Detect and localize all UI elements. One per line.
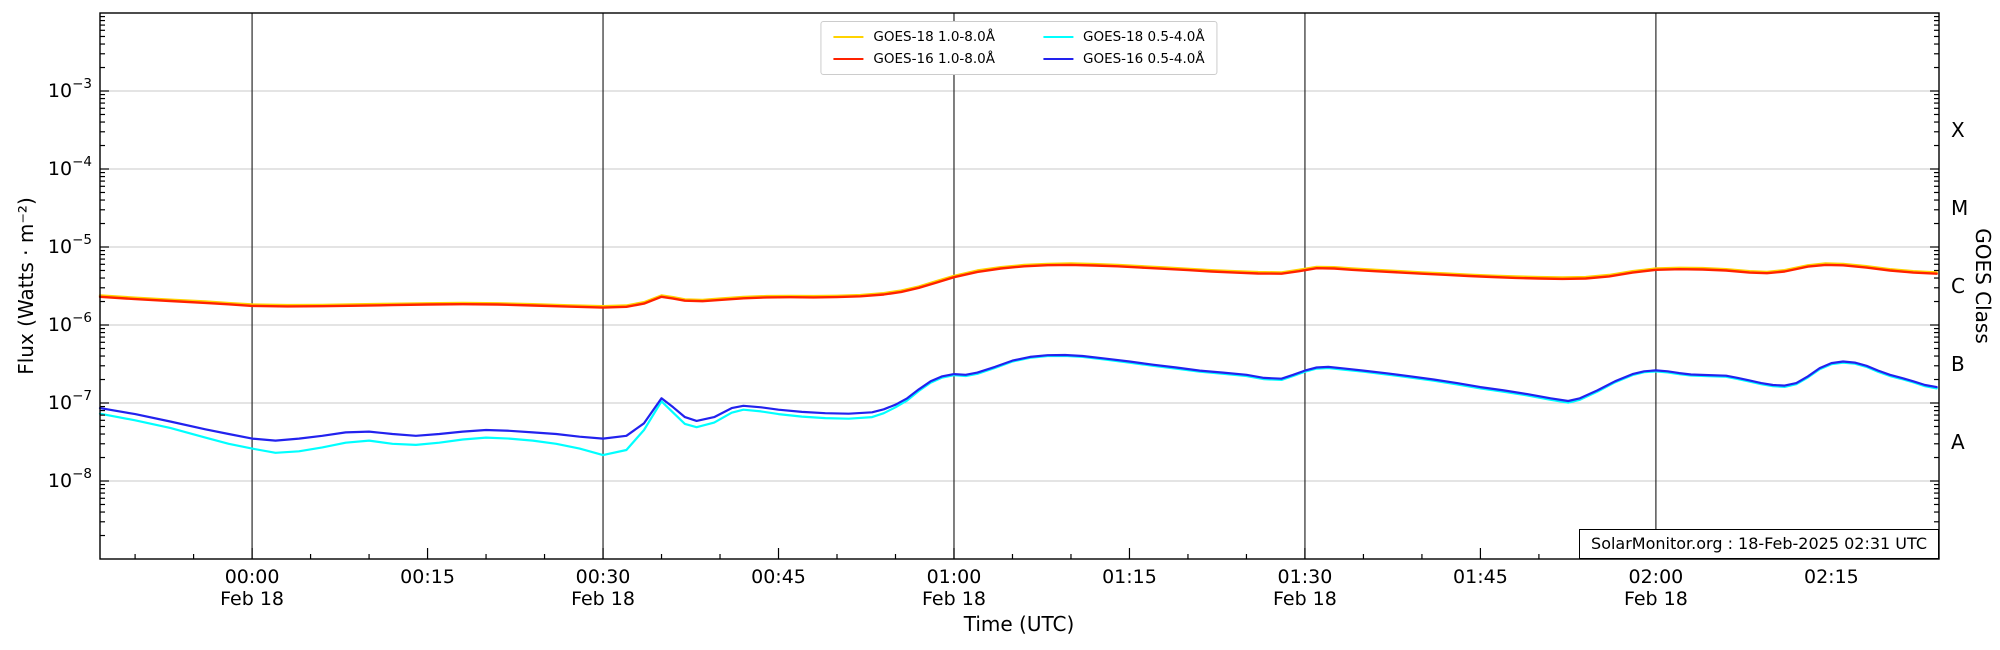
legend-item: GOES-16 0.5-4.0Å — [1043, 51, 1205, 67]
y-axis-ticks — [100, 15, 1939, 537]
x-tick-label: 00:00 — [225, 566, 280, 588]
x-tick-label: 00:15 — [400, 566, 455, 588]
plot-border — [99, 12, 1940, 560]
legend-label: GOES-16 0.5-4.0Å — [1083, 51, 1205, 67]
y-tick-label: 10−3 — [48, 76, 92, 102]
series-goes-18-1-0-8-0- — [98, 262, 1938, 308]
x-tick-label: 00:45 — [751, 566, 806, 588]
series-goes-16-1-0-8-0- — [98, 263, 1938, 309]
y-tick-label: 10−7 — [48, 388, 92, 414]
x-tick-label: 01:15 — [1102, 566, 1157, 588]
legend-label: GOES-18 0.5-4.0Å — [1083, 29, 1205, 45]
legend-swatch-line — [833, 36, 864, 38]
legend-swatch-line — [1043, 58, 1073, 60]
goes-class-labels: X M C B A — [1951, 118, 1968, 454]
legend-item: GOES-16 1.0-8.0Å — [833, 51, 995, 67]
x-tick-date-label: Feb 18 — [571, 588, 635, 610]
x-tick-label: 01:45 — [1453, 566, 1508, 588]
goes-class-label: A — [1951, 430, 1965, 454]
y-tick-label: 10−5 — [48, 232, 92, 258]
x-axis-label: Time (UTC) — [963, 612, 1075, 636]
legend-label: GOES-16 1.0-8.0Å — [873, 51, 995, 67]
goes-class-label: M — [1951, 196, 1968, 220]
horizontal-gridlines — [100, 90, 1939, 482]
x-tick-date-label: Feb 18 — [220, 588, 284, 610]
vertical-gridlines — [251, 13, 1657, 559]
y-axis-tick-labels: 10−3 10−4 10−5 10−6 10−7 10−8 — [48, 76, 92, 492]
x-tick-date-label: Feb 18 — [1273, 588, 1337, 610]
legend-label: GOES-18 1.0-8.0Å — [873, 29, 995, 45]
series-group — [98, 262, 1938, 457]
x-tick-label: 00:30 — [576, 566, 631, 588]
y-tick-label: 10−4 — [48, 154, 92, 180]
x-tick-label: 02:15 — [1804, 566, 1859, 588]
x-tick-label: 01:00 — [927, 566, 982, 588]
x-tick-date-label: Feb 18 — [1624, 588, 1688, 610]
legend-item: GOES-18 1.0-8.0Å — [833, 29, 995, 45]
goes-class-label: X — [1951, 118, 1965, 142]
legend-item: GOES-18 0.5-4.0Å — [1043, 29, 1205, 45]
legend: GOES-18 1.0-8.0Å GOES-16 1.0-8.0Å GOES-18 … — [820, 21, 1218, 75]
goes-class-label: C — [1951, 274, 1965, 298]
x-tick-date-label: Feb 18 — [922, 588, 986, 610]
x-tick-label: 01:30 — [1278, 566, 1333, 588]
legend-swatch-line — [1043, 36, 1073, 38]
legend-swatch-line — [833, 58, 864, 60]
attribution-box: SolarMonitor.org : 18-Feb-2025 02:31 UTC — [1579, 528, 1939, 559]
series-goes-16-0-5-4-0- — [98, 353, 1938, 442]
y-tick-label: 10−8 — [48, 466, 92, 492]
goes-class-label: B — [1951, 352, 1965, 376]
right-axis-label: GOES Class — [1971, 228, 1995, 344]
x-tick-label: 02:00 — [1629, 566, 1684, 588]
y-axis-label: Flux (Watts · m⁻²) — [14, 197, 38, 375]
y-tick-label: 10−6 — [48, 310, 92, 336]
